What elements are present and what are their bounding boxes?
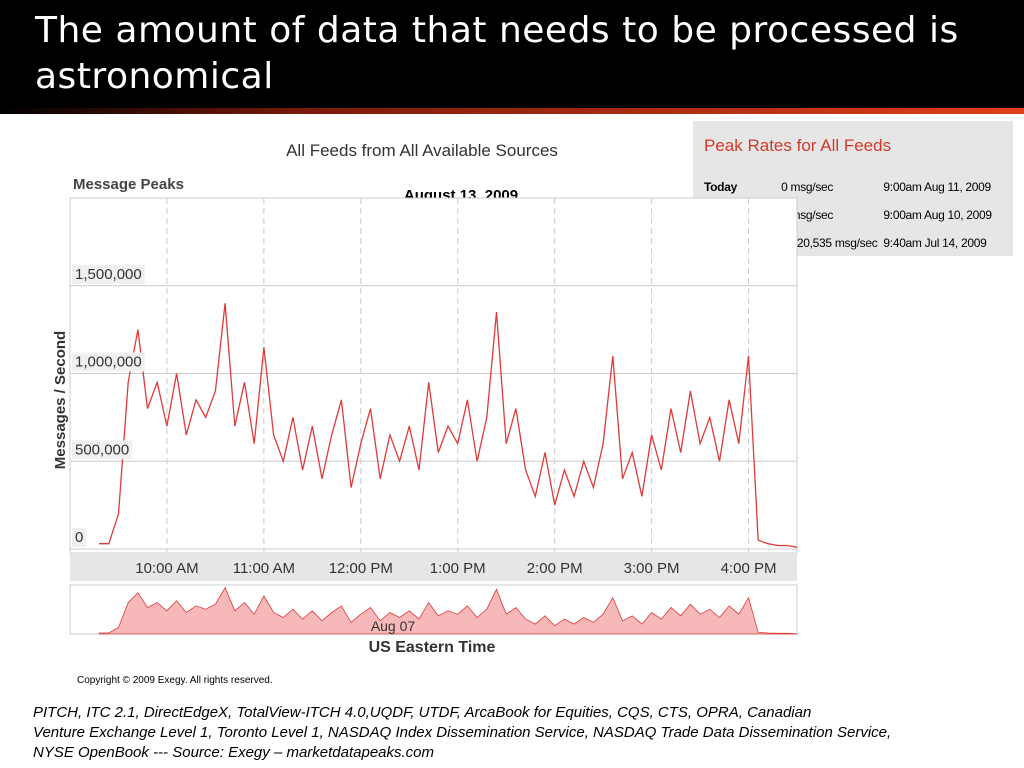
x-tick-label: 12:00 PM <box>329 560 393 577</box>
peak-row: Today 0 msg/sec 9:00am Aug 11, 2009 <box>701 173 995 201</box>
peak-rates-title: Peak Rates for All Feeds <box>704 136 892 155</box>
y-axis-label: Messages / Second <box>52 331 69 469</box>
x-tick-label: 11:00 AM <box>233 560 295 577</box>
y-tick-label: 0 <box>75 529 83 546</box>
title-bar <box>0 0 1024 108</box>
x-tick-label: 3:00 PM <box>624 560 680 577</box>
y-tick-label: 1,000,000 <box>75 354 142 371</box>
peak-cell: Today <box>704 180 737 194</box>
y-tick-label: 500,000 <box>75 441 129 458</box>
overview-area <box>98 586 798 635</box>
x-tick-label: 1:00 PM <box>430 560 486 577</box>
footnote-line: NYSE OpenBook --- Source: Exegy – market… <box>33 744 435 761</box>
peak-cell: 1,720,535 msg/sec <box>781 236 878 250</box>
peak-cell: 9:40am Jul 14, 2009 <box>883 236 987 250</box>
x-axis-label: US Eastern Time <box>369 639 496 656</box>
footnote-line: PITCH, ITC 2.1, DirectEdgeX, TotalView-I… <box>33 704 812 721</box>
copyright: Copyright © 2009 Exegy. All rights reser… <box>77 675 273 686</box>
y-tick-label-bg <box>72 264 145 284</box>
y-tick-label: 1,500,000 <box>75 266 142 283</box>
chart-title: All Feeds from All Available Sources <box>286 141 558 160</box>
title-rule <box>0 108 1024 114</box>
footnote-line: Venture Exchange Level 1, Toronto Level … <box>33 724 892 741</box>
x-tick-label: 10:00 AM <box>135 560 198 577</box>
y-tick-label-bg <box>72 440 133 460</box>
footnote: PITCH, ITC 2.1, DirectEdgeX, TotalView-I… <box>33 703 891 763</box>
chart-subtitle: Message Peaks <box>73 176 184 193</box>
peak-cell: 9:00am Aug 11, 2009 <box>883 180 991 194</box>
y-tick-label-bg <box>72 352 145 372</box>
peak-cell: 0 msg/sec <box>781 180 834 194</box>
peak-cell: 9:00am Aug 10, 2009 <box>883 208 992 222</box>
overview-label: Aug 07 <box>371 618 416 634</box>
y-tick-label-bg <box>72 528 87 547</box>
chart: All Feeds from All Available Sources Mes… <box>52 141 798 686</box>
data-line <box>99 303 798 548</box>
x-label-band <box>70 553 797 581</box>
plot-area <box>69 197 798 554</box>
slide-title: The amount of data that needs to be proc… <box>35 10 959 97</box>
x-tick-label: 2:00 PM <box>527 560 583 577</box>
x-tick-label: 4:00 PM <box>721 560 777 577</box>
